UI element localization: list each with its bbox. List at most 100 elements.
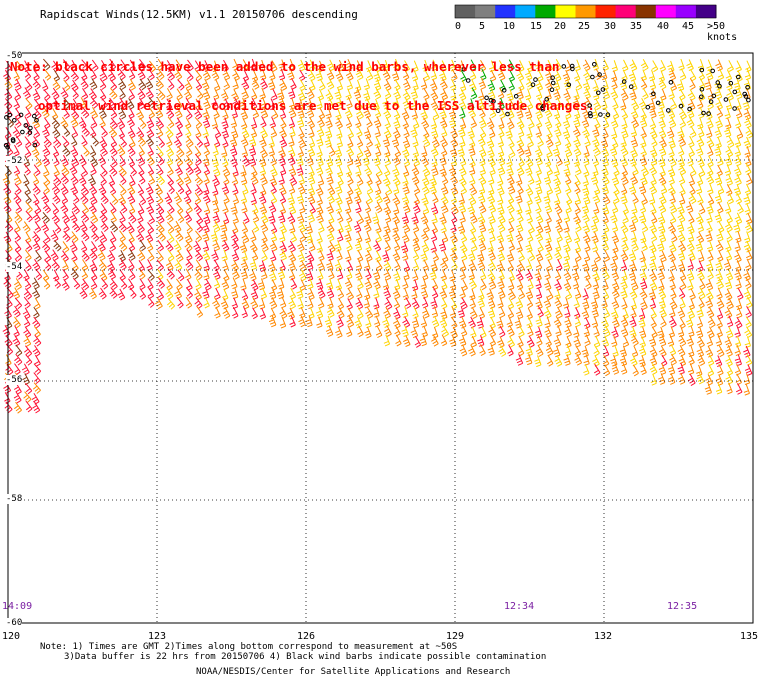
wind-barb	[450, 240, 458, 253]
wind-barb	[554, 202, 563, 215]
wind-barb	[212, 164, 221, 177]
wind-barb	[72, 277, 81, 290]
wind-barb	[696, 182, 703, 195]
wind-barb	[649, 127, 658, 140]
wind-barb	[555, 240, 562, 252]
wind-barb	[678, 334, 687, 347]
wind-barb	[297, 250, 305, 263]
note-line-1: Note: black circles have been added to t…	[10, 59, 560, 74]
wind-barb	[486, 288, 494, 301]
wind-barb	[422, 164, 431, 177]
wind-barb	[327, 183, 336, 196]
wind-barb	[147, 144, 154, 157]
wind-barb	[42, 154, 51, 167]
wind-barb	[136, 221, 145, 233]
wind-barb	[183, 192, 192, 205]
wind-barb	[611, 279, 620, 291]
wind-barb	[714, 355, 723, 368]
wind-barb	[668, 68, 677, 81]
wind-barb	[22, 373, 30, 386]
wind-barb	[506, 230, 514, 243]
wind-barb	[525, 268, 533, 281]
wind-barb	[668, 315, 677, 328]
wind-barb	[110, 106, 118, 119]
wind-barb	[402, 97, 411, 110]
wind-barb	[610, 116, 619, 129]
wind-barb	[32, 259, 41, 271]
wind-barb	[166, 298, 176, 310]
wind-barb	[603, 364, 611, 377]
wind-barb	[22, 307, 31, 320]
wind-barb	[128, 211, 137, 224]
wind-barb	[630, 354, 638, 367]
wind-barb	[657, 268, 665, 281]
wind-barb	[679, 296, 686, 309]
wind-barb	[706, 220, 713, 233]
wind-barb	[602, 268, 610, 281]
wind-barb	[668, 136, 676, 149]
wind-barb	[345, 193, 353, 205]
wind-barb	[288, 87, 296, 100]
wind-barb	[108, 58, 117, 71]
wind-barb	[735, 116, 742, 129]
wind-barb	[421, 296, 429, 309]
wind-barb	[649, 221, 658, 234]
quality-flag-circle	[23, 123, 29, 128]
wind-barb	[146, 116, 155, 129]
wind-barb	[506, 250, 515, 262]
wind-barb	[393, 87, 401, 100]
wind-barb	[631, 202, 638, 214]
wind-barb	[478, 173, 487, 186]
wind-barb	[202, 221, 210, 234]
wind-barb	[346, 145, 355, 157]
wind-barb	[412, 220, 420, 233]
wind-barb	[167, 231, 175, 243]
wind-barb	[744, 336, 751, 348]
wind-barb	[467, 127, 475, 139]
wind-barb	[363, 106, 372, 119]
wind-barb	[516, 260, 525, 272]
wind-barb	[25, 146, 32, 158]
wind-barb	[240, 108, 249, 121]
wind-barb	[440, 258, 449, 271]
wind-barb	[639, 154, 648, 167]
wind-barb	[565, 182, 572, 195]
wind-barb	[572, 96, 581, 109]
wind-barb	[506, 107, 515, 120]
wind-barb	[649, 78, 657, 90]
wind-barb	[89, 145, 97, 158]
wind-barb	[507, 344, 514, 357]
wind-barb	[60, 154, 69, 167]
wind-barb	[335, 108, 342, 120]
wind-barb	[411, 287, 418, 300]
wind-barb	[22, 87, 31, 100]
wind-barb	[734, 325, 741, 338]
wind-barb	[372, 98, 380, 111]
wind-barb	[470, 335, 477, 348]
wind-barb	[99, 107, 107, 119]
wind-barb	[119, 230, 126, 243]
wind-barb	[610, 87, 619, 100]
wind-barb	[496, 231, 505, 244]
wind-barb	[383, 164, 391, 177]
wind-barb	[298, 269, 307, 282]
wind-barb	[393, 202, 400, 215]
wind-barb	[373, 78, 382, 91]
wind-barb	[621, 297, 628, 310]
wind-barb	[613, 192, 620, 204]
wind-barb	[13, 192, 22, 205]
wind-barb	[111, 193, 119, 205]
wind-barb	[337, 229, 344, 242]
wind-barb	[166, 278, 173, 291]
wind-barb	[335, 69, 344, 82]
wind-barb	[610, 211, 618, 224]
wind-barb	[639, 287, 648, 300]
wind-barb	[196, 306, 204, 318]
wind-barb	[460, 182, 468, 195]
wind-barb	[212, 144, 219, 157]
wind-barb	[592, 164, 599, 177]
wind-barb	[22, 221, 31, 233]
wind-barb	[249, 58, 257, 71]
wind-barb	[241, 173, 248, 186]
quality-flag-circle	[513, 94, 519, 99]
